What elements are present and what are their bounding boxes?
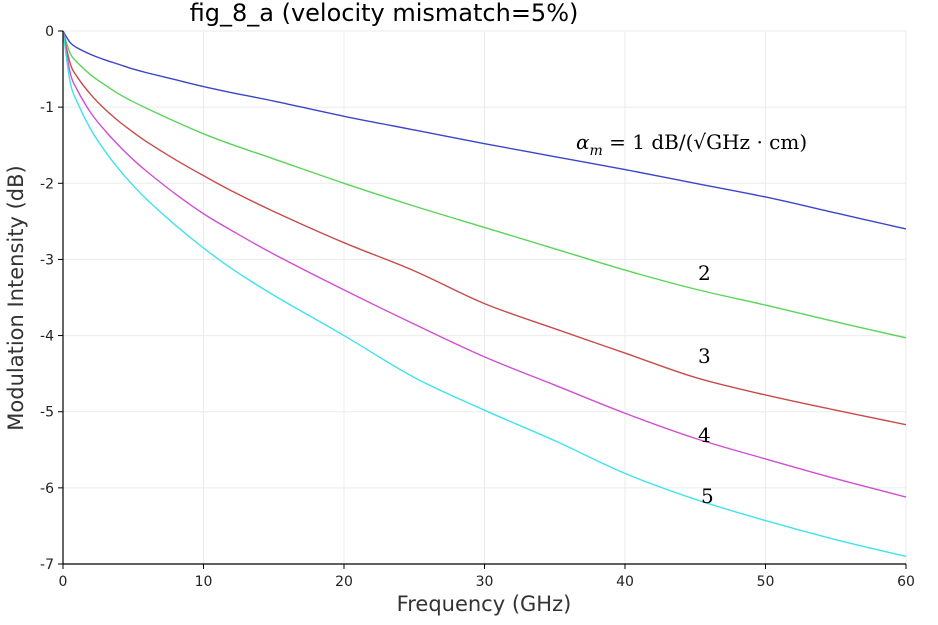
y-tick-label: 0 [45,24,54,40]
x-ticks: 0 10 20 30 40 50 60 [59,564,915,590]
x-tick-label: 60 [897,574,915,590]
annotation-label-2: 2 [698,261,711,285]
annotation-label-3: 3 [698,344,711,368]
x-tick-label: 50 [757,574,775,590]
annotation-alpha-m: αm = 1 dB/(√GHz · cm) [576,130,807,159]
y-tick-label: -4 [40,329,54,345]
series-line-2 [62,30,907,339]
y-tick-label: -6 [40,481,54,497]
y-tick-label: -3 [40,252,54,268]
grid [62,30,907,565]
x-tick-label: 0 [59,574,68,590]
plot-lines [62,30,907,558]
annotation-label-4: 4 [698,423,711,447]
y-tick-label: -1 [40,100,54,116]
x-tick-label: 20 [335,574,353,590]
x-axis-label: Frequency (GHz) [397,592,572,616]
y-tick-label: -7 [40,557,54,573]
series-line-3 [62,30,907,426]
annotation-label-5: 5 [701,484,714,508]
y-axis-label: Modulation Intensity (dB) [4,165,28,430]
series-line-4 [62,30,907,498]
chart-title: fig_8_a (velocity mismatch=5%) [190,0,579,27]
x-tick-label: 40 [616,574,634,590]
x-tick-label: 10 [195,574,213,590]
x-tick-label: 30 [476,574,494,590]
annotation-subscript: m [590,143,603,159]
annotation-rest: = 1 dB/(√GHz · cm) [603,130,807,154]
y-tick-label: -5 [40,405,54,421]
series-line-5 [62,30,907,558]
y-ticks: 0 -1 -2 -3 -4 -5 -6 -7 [40,24,63,573]
annotation-alpha: α [576,130,590,154]
series-line-1 [62,30,907,230]
y-tick-label: -2 [40,176,54,192]
